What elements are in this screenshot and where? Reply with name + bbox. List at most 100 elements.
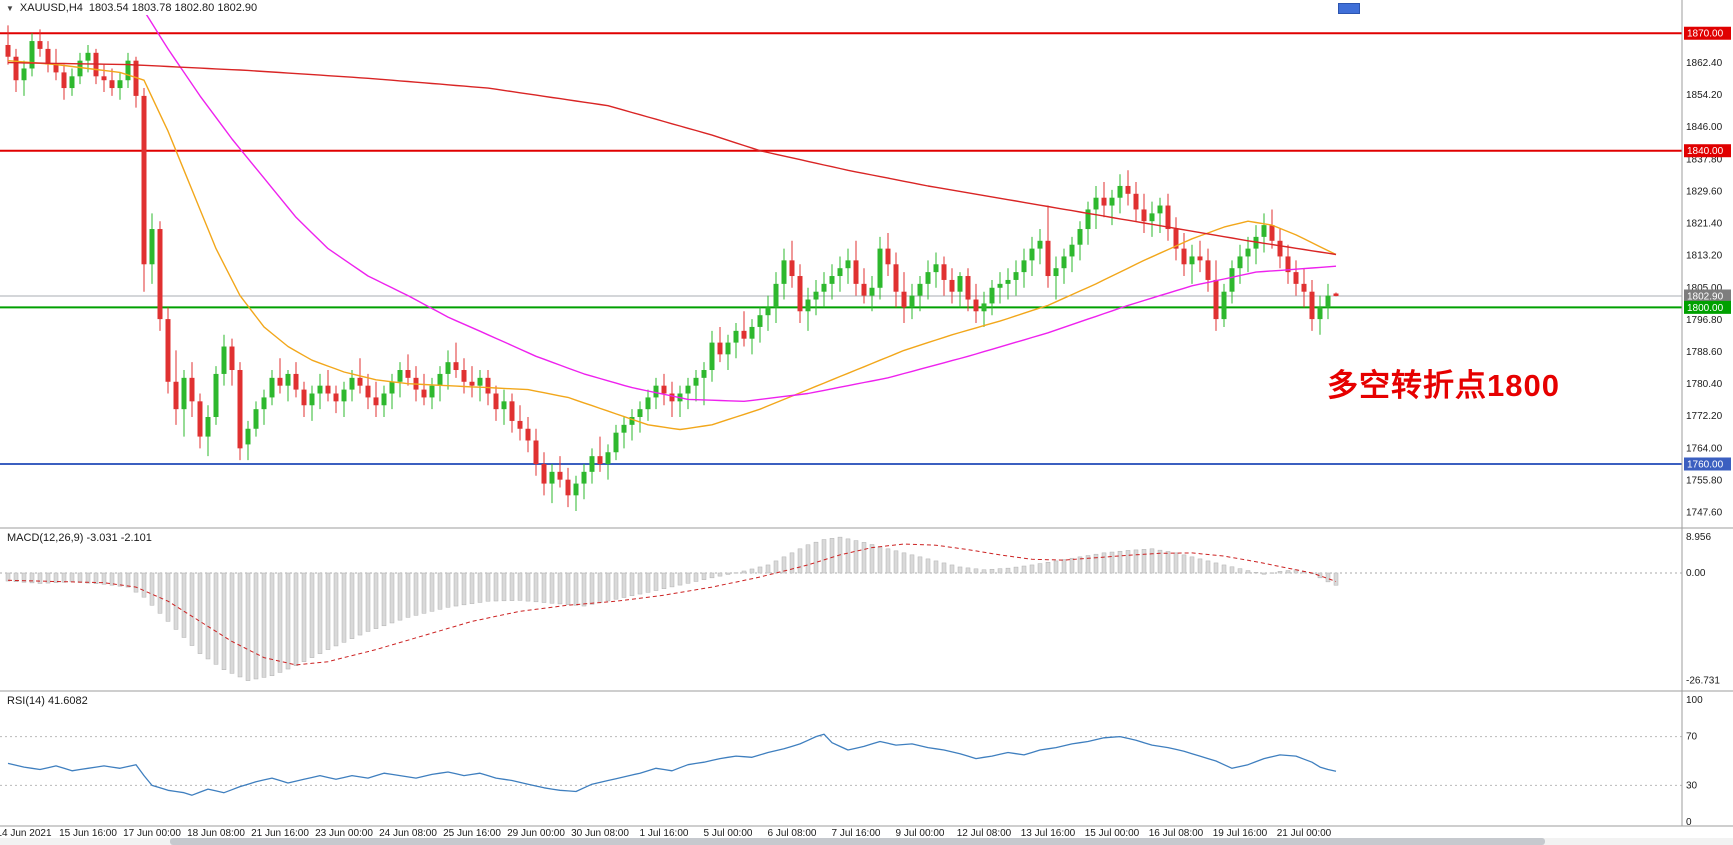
- macd-histogram-bar: [1189, 556, 1195, 574]
- candle-body: [317, 385, 323, 394]
- candle-body: [245, 428, 251, 445]
- candle-body: [1325, 295, 1331, 308]
- macd-histogram-bar: [581, 572, 587, 607]
- macd-histogram-bar: [61, 572, 67, 583]
- macd-histogram-bar: [189, 572, 195, 646]
- macd-histogram-bar: [277, 572, 283, 673]
- macd-histogram-bar: [821, 539, 827, 574]
- time-axis-label: 29 Jun 00:00: [507, 828, 565, 839]
- macd-histogram-bar: [941, 562, 947, 574]
- macd-histogram-bar: [13, 572, 19, 582]
- candle-body: [757, 315, 763, 327]
- rsi-scale-label: 30: [1686, 780, 1698, 791]
- price-axis-label: 1772.20: [1686, 411, 1723, 422]
- candle-body: [213, 373, 219, 418]
- macd-histogram-bar: [669, 572, 675, 588]
- candle-body: [1117, 185, 1123, 198]
- macd-histogram-bar: [1213, 562, 1219, 574]
- macd-histogram-bar: [917, 556, 923, 574]
- candle-body: [389, 381, 395, 394]
- chart-title: ▼ XAUUSD,H4 1803.54 1803.78 1802.80 1802…: [6, 2, 257, 14]
- time-axis-label: 15 Jun 16:00: [59, 828, 117, 839]
- chevron-down-icon[interactable]: ▼: [6, 3, 14, 13]
- macd-histogram-bar: [653, 572, 659, 591]
- chart-annotation-text[interactable]: 多空转折点1800: [1327, 368, 1560, 403]
- candle-body: [1181, 248, 1187, 265]
- support-line-1760-tag-label: 1760.00: [1687, 459, 1724, 470]
- candle-body: [573, 483, 579, 496]
- macd-histogram-bar: [1157, 549, 1163, 574]
- macd-histogram-bar: [965, 567, 971, 574]
- candle-body: [173, 381, 179, 410]
- candle-body: [621, 424, 627, 433]
- macd-histogram-bar: [861, 542, 867, 574]
- resistance-line-1870-tag-label: 1870.00: [1687, 29, 1724, 40]
- resistance-line-1840-tag: [1684, 144, 1731, 158]
- resistance-line-1870-tag: [1684, 26, 1731, 40]
- rsi-indicator-label: RSI(14) 41.6082: [7, 695, 88, 707]
- candle-body: [661, 385, 667, 394]
- macd-histogram-bar: [1069, 557, 1075, 574]
- candle-body: [773, 283, 779, 308]
- candle-body: [141, 95, 147, 265]
- macd-histogram-bar: [1005, 567, 1011, 574]
- macd-histogram-bar: [5, 572, 11, 582]
- macd-histogram-bar: [693, 572, 699, 582]
- time-axis-label: 9 Jul 00:00: [896, 828, 945, 839]
- macd-histogram-bar: [1277, 571, 1283, 574]
- candle-body: [85, 52, 91, 61]
- scrollbar-thumb[interactable]: [170, 838, 1545, 845]
- macd-histogram-bar: [709, 572, 715, 579]
- candle-body: [581, 471, 587, 484]
- candle-body: [1197, 256, 1203, 261]
- candle-body: [933, 264, 939, 273]
- candle-body: [765, 307, 771, 316]
- macd-histogram-bar: [1333, 572, 1339, 586]
- candle-body: [485, 377, 491, 394]
- macd-histogram-bar: [1133, 549, 1139, 574]
- candle-body: [669, 393, 675, 402]
- macd-histogram-bar: [293, 572, 299, 666]
- chart-shift-marker[interactable]: [1338, 3, 1360, 14]
- horizontal-scrollbar[interactable]: [0, 838, 1733, 845]
- candle-body: [741, 330, 747, 339]
- ohlc-values: 1803.54 1803.78 1802.80 1802.90: [88, 2, 258, 14]
- time-axis-label: 6 Jul 08:00: [768, 828, 817, 839]
- candle-body: [821, 283, 827, 292]
- candle-body: [925, 272, 931, 284]
- time-axis-label: 5 Jul 00:00: [704, 828, 753, 839]
- macd-histogram-bar: [453, 572, 459, 607]
- macd-histogram-bar: [357, 572, 363, 636]
- macd-histogram-bar: [117, 572, 123, 587]
- candle-body: [45, 48, 51, 65]
- candle-body: [501, 401, 507, 410]
- macd-histogram-bar: [141, 572, 147, 598]
- macd-histogram-bar: [1229, 566, 1235, 574]
- candle-body: [53, 64, 59, 73]
- macd-scale-label: 8.956: [1686, 532, 1711, 543]
- candle-body: [349, 377, 355, 390]
- candle-body: [973, 299, 979, 312]
- candle-body: [1261, 225, 1267, 237]
- candle-body: [277, 377, 283, 386]
- price-axis-label: 1755.80: [1686, 475, 1723, 486]
- candle-body: [237, 370, 243, 449]
- macd-histogram-bar: [109, 572, 115, 586]
- candle-body: [1229, 268, 1235, 292]
- macd-histogram-bar: [925, 558, 931, 574]
- macd-histogram-bar: [1149, 548, 1155, 574]
- macd-histogram-bar: [1077, 556, 1083, 574]
- macd-histogram-bar: [509, 572, 515, 601]
- candle-body: [253, 409, 259, 429]
- macd-histogram-bar: [1181, 554, 1187, 574]
- candle-body: [517, 420, 523, 429]
- macd-histogram-bar: [157, 572, 163, 614]
- candle-body: [893, 264, 899, 292]
- macd-histogram-bar: [429, 572, 435, 612]
- macd-histogram-bar: [701, 572, 707, 580]
- candle-body: [701, 370, 707, 378]
- price-axis-label: 1764.00: [1686, 443, 1723, 454]
- time-axis-label: 21 Jul 00:00: [1277, 828, 1332, 839]
